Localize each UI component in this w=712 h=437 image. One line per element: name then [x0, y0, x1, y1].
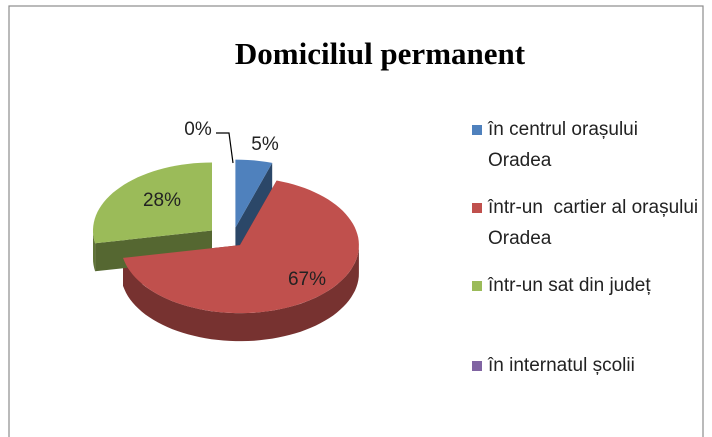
legend-label: în internatul școlii — [488, 355, 635, 376]
slice — [93, 162, 212, 244]
legend-item: în internatul școlii — [472, 350, 702, 381]
pie-tops — [93, 159, 359, 314]
slice-radial-wall — [235, 162, 273, 256]
data-label: 28% — [143, 190, 181, 211]
legend-swatch — [472, 203, 482, 213]
legend-item: în centrul orașului Oradea — [472, 114, 702, 176]
legend-label: într-un cartier al orașului Oradea — [488, 197, 704, 249]
slice-side — [123, 245, 359, 342]
legend-swatch — [472, 361, 482, 371]
data-label: 5% — [251, 134, 279, 155]
legend-swatch — [472, 281, 482, 291]
pie — [93, 159, 359, 342]
legend-swatch — [472, 125, 482, 135]
legend-item: într-un sat din județ — [472, 270, 702, 301]
slice-side — [93, 230, 96, 272]
slice — [123, 180, 359, 314]
legend-label: în centrul orașului Oradea — [488, 119, 644, 171]
legend-item: într-un cartier al orașului Oradea — [472, 192, 702, 254]
legend-label: într-un sat din județ — [488, 275, 651, 296]
slice — [235, 159, 273, 228]
leader-line — [216, 132, 234, 164]
data-label: 0% — [184, 119, 212, 140]
data-label: 67% — [288, 269, 326, 290]
chart-title: Domiciliul permanent — [235, 36, 526, 71]
